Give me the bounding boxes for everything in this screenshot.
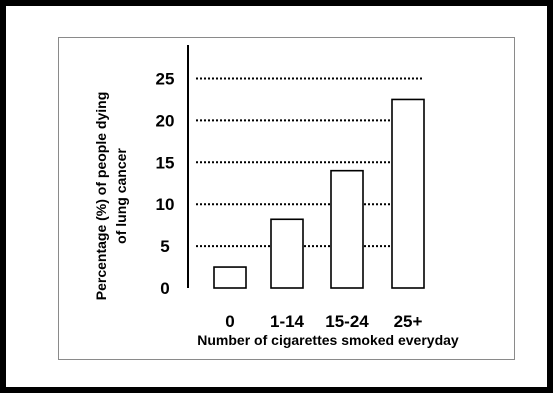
gridlines: [196, 77, 423, 248]
x-category-label-0: 0: [225, 312, 234, 331]
x-category-labels: 0 1-14 15-24 25+: [225, 312, 422, 331]
y-tick-label-20: 20: [156, 111, 175, 130]
x-category-label-15-24: 15-24: [325, 312, 369, 331]
x-category-label-1-14: 1-14: [270, 312, 305, 331]
y-axis-title-line-1: Percentage (%) of people dying: [93, 92, 109, 300]
y-tick-labels: 0 5 10 15 20 25: [156, 70, 175, 299]
bar-25+: [391, 98, 425, 289]
y-tick-label-15: 15: [156, 153, 175, 172]
bar-0: [213, 266, 247, 289]
x-category-label-25+: 25+: [394, 312, 423, 331]
chart-panel: [58, 37, 515, 360]
bars: [213, 98, 425, 289]
x-axis-title: Number of cigarettes smoked everyday: [197, 332, 459, 348]
y-axis-title-line-2: of lung cancer: [113, 148, 129, 244]
bar-1-14: [270, 218, 304, 289]
y-tick-label-0: 0: [160, 279, 169, 298]
y-axis-title: Percentage (%) of people dying of lung c…: [93, 92, 129, 300]
y-tick-label-25: 25: [156, 70, 175, 89]
bar-15-24: [330, 169, 364, 289]
y-tick-label-10: 10: [156, 195, 175, 214]
y-tick-label-5: 5: [160, 237, 169, 256]
